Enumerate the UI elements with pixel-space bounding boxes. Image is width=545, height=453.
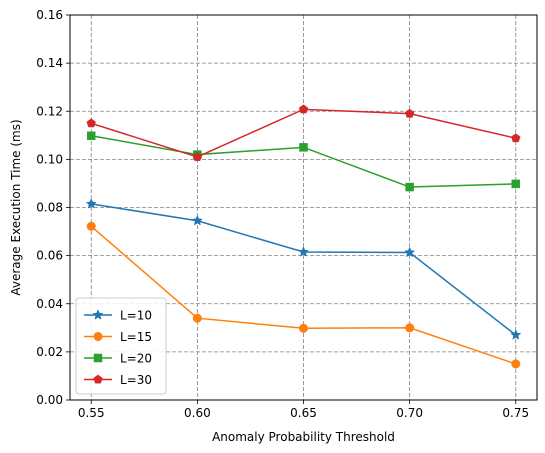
x-tick-label: 0.75	[502, 406, 529, 420]
y-tick-label: 0.04	[36, 297, 63, 311]
data-point	[511, 179, 521, 189]
y-tick-label: 0.16	[36, 8, 63, 22]
data-point	[298, 323, 309, 333]
series-l-10	[85, 198, 522, 340]
legend-item: L=20	[84, 352, 152, 366]
legend-item: L=10	[84, 309, 152, 323]
y-tick-label: 0.02	[36, 345, 63, 359]
data-point	[404, 246, 416, 258]
y-tick-label: 0.00	[36, 393, 63, 407]
y-axis-label: Average Execution Time (ms)	[9, 119, 23, 295]
data-point	[86, 131, 96, 141]
y-tick-label: 0.14	[36, 56, 63, 70]
legend-marker	[92, 309, 104, 320]
legend-label: L=20	[120, 352, 152, 366]
data-point	[86, 118, 96, 128]
legend-item: L=15	[84, 330, 152, 344]
legend-label: L=15	[120, 330, 152, 344]
data-point	[299, 143, 308, 152]
x-axis-label: Anomaly Probability Threshold	[212, 430, 395, 444]
x-tick-label: 0.60	[184, 406, 211, 420]
data-point	[511, 359, 521, 369]
data-point	[298, 104, 309, 114]
legend-marker	[93, 331, 103, 342]
data-point	[405, 323, 415, 333]
data-point	[511, 133, 521, 143]
legend-label: L=10	[120, 309, 152, 323]
series-l-30	[86, 104, 521, 161]
data-point	[85, 198, 97, 209]
x-tick-label: 0.65	[290, 406, 317, 420]
data-point	[192, 313, 202, 323]
x-tick-label: 0.55	[78, 406, 105, 420]
legend-marker	[93, 353, 103, 363]
data-point	[404, 108, 415, 118]
legend-box	[75, 297, 167, 395]
y-tick-label: 0.08	[36, 201, 63, 215]
data-point	[297, 246, 310, 257]
data-point	[510, 329, 522, 340]
legend-marker	[93, 374, 103, 384]
series-layer	[85, 104, 522, 369]
x-tick-label: 0.70	[396, 406, 423, 420]
data-point	[191, 214, 203, 226]
legend-item: L=30	[84, 373, 152, 387]
series-l-15	[86, 221, 521, 369]
data-point	[192, 152, 203, 161]
axis-ticks: 0.55 0.60 0.65 0.70 0.75 0.00 0.02 0.04 0.06 0.08…	[36, 8, 529, 420]
data-point	[86, 221, 96, 231]
legend: L=10 L=15 L=20 L=30	[75, 297, 167, 395]
y-tick-label: 0.06	[36, 249, 63, 263]
y-tick-label: 0.12	[36, 104, 63, 118]
legend-label: L=30	[120, 373, 152, 387]
data-point	[405, 182, 414, 192]
y-tick-label: 0.10	[36, 152, 63, 166]
